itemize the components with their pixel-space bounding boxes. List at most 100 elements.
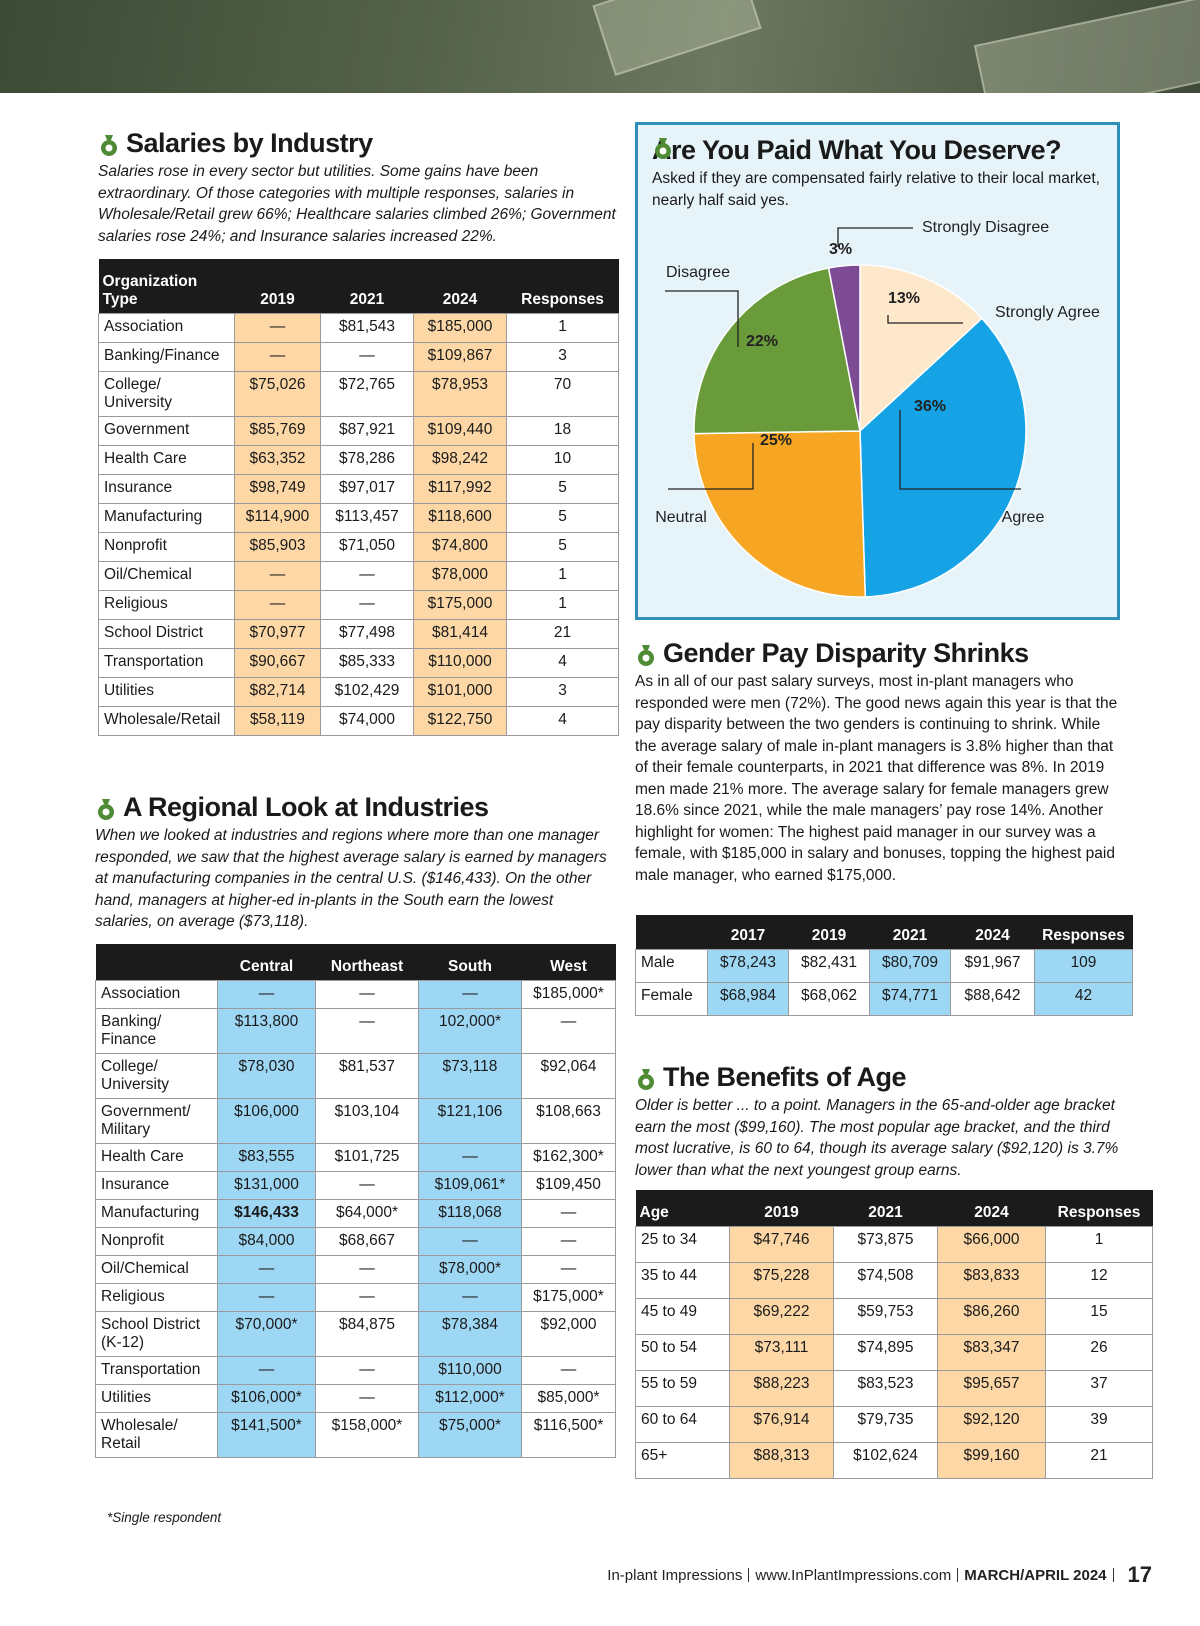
pie-header: Are You Paid What You Deserve? Asked if … [652,135,1107,211]
row-label: Male [635,949,708,983]
column-header: Northeast [315,944,419,981]
section-gender: Gender Pay Disparity Shrinks As in all o… [635,638,1125,886]
title-text: Salaries by Industry [126,128,373,158]
table-row: Health Care $63,352 $78,286 $98,242 10 [98,445,619,475]
table-cell: — [217,1283,316,1312]
table-container: Organization Type 2019 2021 2024 Responses As… [98,259,619,736]
table-cell: $109,450 [521,1171,616,1200]
separator [1112,1568,1114,1582]
section-age: The Benefits of Age Older is better ... … [635,1062,1125,1181]
table-row: Association — — — $185,000* [95,980,616,1009]
table-cell: $88,313 [729,1442,834,1479]
table-cell: $97,017 [320,474,414,504]
pie-slice [859,317,1027,598]
column-header: Age [635,1190,730,1227]
table-cell: — [418,1143,522,1172]
table-row: Insurance $131,000— $109,061* $109,450 [95,1171,616,1200]
leader-line [837,227,913,247]
table-cell: $110,000 [418,1356,522,1385]
section-title: The Benefits of Age [635,1062,1125,1093]
table-cell: $80,709 [869,949,951,983]
column-header: 2017 [707,915,789,950]
table-cell: $185,000 [413,313,507,343]
table-cell: $98,749 [234,474,321,504]
column-header [635,915,708,950]
table-cell: $69,222 [729,1298,834,1335]
table-cell: $83,523 [833,1370,938,1407]
category-label: Neutral [655,509,707,526]
money-bag-icon [638,1068,654,1090]
table-cell: $81,537 [315,1053,419,1099]
title-text: The Benefits of Age [663,1062,907,1092]
section-title: Gender Pay Disparity Shrinks [635,638,1125,669]
table-cell: $106,000* [217,1384,316,1413]
table-row: Banking/Finance — — $109,867 3 [98,342,619,372]
issue-date: MARCH/APRIL 2024 [964,1566,1107,1584]
table-cell: $92,120 [937,1406,1046,1443]
table-row: 60 to 64 $76,914 $79,735 $92,120 39 [635,1406,1153,1443]
column-header [95,944,218,981]
table-cell: 1 [506,590,619,620]
table-cell: — [320,342,414,372]
column-header: 2024 [950,915,1035,950]
row-label: College/ University [95,1053,218,1099]
table-cell: — [418,1283,522,1312]
pie-slice [693,267,861,435]
title-text: Are You Paid What You Deserve? [652,135,1062,165]
table-row: Wholesale/ Retail $141,500* $158,000* $75,0… [95,1412,616,1458]
table-row: Government $85,769 $87,921 $109,440 18 [98,416,619,446]
table-cell: — [315,1171,419,1200]
table-cell: 109 [1034,949,1133,983]
row-label: Manufacturing [95,1199,218,1228]
table-cell: — [418,980,522,1009]
table-cell: $175,000* [521,1283,616,1312]
table-cell: $117,992 [413,474,507,504]
row-label: Religious [98,590,235,620]
table-cell: — [234,590,321,620]
table-cell: 21 [1045,1442,1153,1479]
table-cell: $78,243 [707,949,789,983]
table-cell: $68,984 [707,982,789,1016]
table-row: Utilities $106,000* — $112,000* $85,000* [95,1384,616,1413]
table-cell: — [320,561,414,591]
publication-name: In-plant Impressions [607,1566,743,1584]
row-label: 65+ [635,1442,730,1479]
table-cell: $64,000* [315,1199,419,1228]
data-table: Organization Type 2019 2021 2024 Responses As… [98,259,619,736]
table-cell: — [234,313,321,343]
table-cell: 1 [1045,1226,1153,1263]
banner-decoration [973,0,1200,93]
table-row: Religious — — $175,000 1 [98,590,619,620]
header-row: Age 2019 2021 2024 Responses [635,1190,1153,1227]
table-cell: $78,384 [418,1311,522,1357]
data-label: 3% [829,241,852,258]
row-label: Banking/ Finance [95,1008,218,1054]
column-header: 2021 [320,259,414,314]
row-label: Association [98,313,235,343]
table-container: 2017 2019 2021 2024 Responses Male $78,243 $82,… [635,915,1133,1016]
table-cell: $113,800 [217,1008,316,1054]
table-cell: $82,431 [788,949,870,983]
table-cell: — [315,1008,419,1054]
table-cell: 21 [506,619,619,649]
table-cell: $70,977 [234,619,321,649]
table-cell: 26 [1045,1334,1153,1371]
table-cell: $87,921 [320,416,414,446]
footer: In-plant Impressions www.InPlantImpressi… [607,1562,1152,1588]
column-header: 2024 [413,259,507,314]
table-cell: $84,875 [315,1311,419,1357]
table-cell: $84,000 [217,1227,316,1256]
table-cell: $85,000* [521,1384,616,1413]
row-label: Government/ Military [95,1098,218,1144]
table-cell: $83,833 [937,1262,1046,1299]
table-row: Transportation — — $110,000— [95,1356,616,1385]
table-row: Female $68,984 $68,062 $74,771 $88,642 42 [635,982,1133,1016]
separator [748,1568,750,1582]
table-row: College/ University $75,026 $72,765 $78,953… [98,371,619,417]
column-header: Central [217,944,316,981]
row-label: College/ University [98,371,235,417]
table-cell: $175,000 [413,590,507,620]
category-label: Agree [1002,509,1045,526]
table-cell: $98,242 [413,445,507,475]
